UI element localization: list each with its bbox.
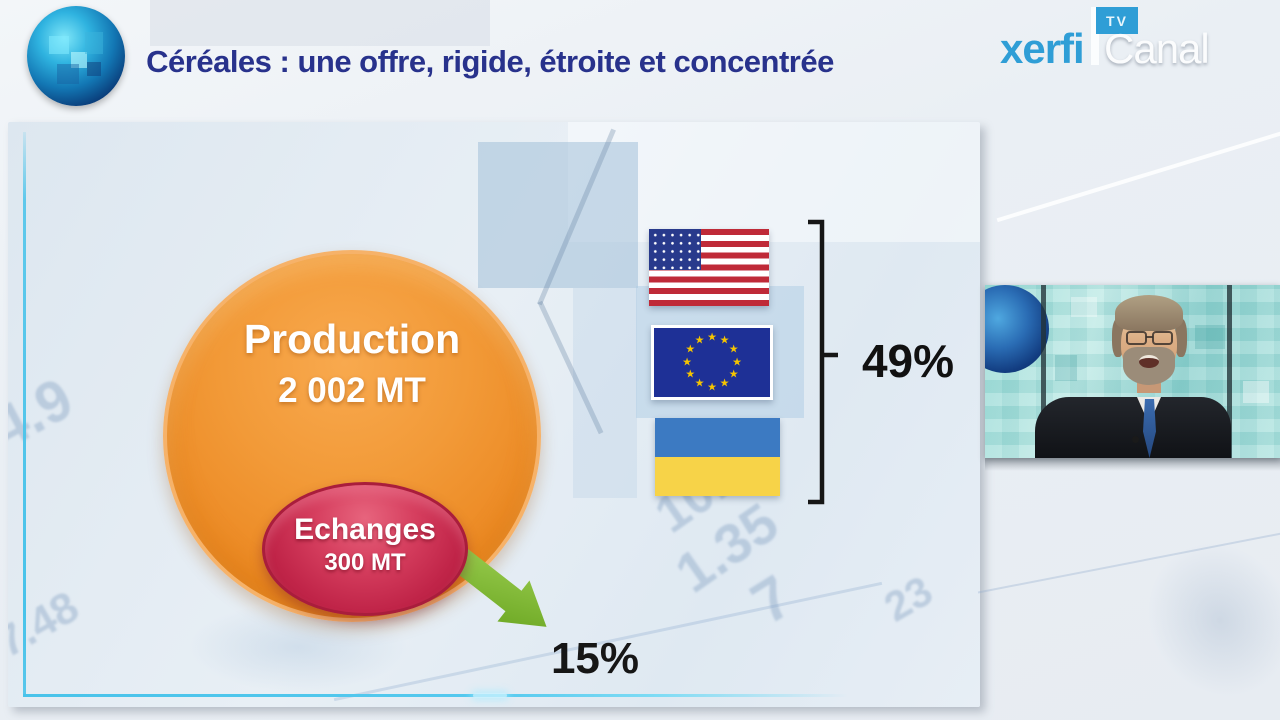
- page-title: Céréales : une offre, rigide, étroite et…: [146, 44, 834, 79]
- mosaic-tile: [1071, 297, 1097, 317]
- mosaic-tile: [1195, 325, 1225, 349]
- presenter-hair: [1175, 319, 1187, 357]
- eu-star-icon: ★: [685, 368, 696, 381]
- eu-star-icon: ★: [719, 377, 730, 390]
- background-smudge: [1119, 515, 1280, 720]
- presenter-glasses: [1146, 336, 1153, 338]
- eu-star-icon: ★: [694, 334, 705, 347]
- inset-shadow: [985, 458, 1280, 471]
- lapel-mic-icon: [1132, 436, 1139, 443]
- top3-share-value: 49%: [861, 335, 955, 387]
- collage-rectangle: [573, 288, 637, 498]
- presenter-glasses: [1152, 331, 1173, 345]
- flag-eu: ★ ★ ★ ★ ★ ★ ★ ★ ★ ★ ★ ★: [651, 325, 773, 400]
- presenter-tie: [1143, 399, 1156, 458]
- eu-star-icon: ★: [728, 368, 739, 381]
- eu-star-icon: ★: [707, 331, 717, 343]
- studio-frame-line: [1041, 285, 1046, 458]
- eu-star-icon: ★: [728, 343, 739, 356]
- globe-tile: [49, 36, 69, 54]
- background-number: 7.48: [8, 581, 87, 668]
- exchanges-label: Echanges: [294, 513, 436, 546]
- globe-tile: [57, 64, 79, 84]
- globe-tile: [87, 62, 101, 76]
- header-background-patch: [150, 0, 490, 46]
- production-value: 2 002 MT: [278, 371, 426, 410]
- globe-tile: [85, 32, 103, 54]
- flag-ukraine: [655, 418, 780, 496]
- panel-border-left: [23, 132, 26, 694]
- canal-wordmark: Canal: [1104, 25, 1210, 72]
- trade-share-value: 15%: [550, 634, 640, 683]
- bracket-icon: [808, 219, 838, 505]
- presenter-hair: [1115, 295, 1183, 331]
- tv-badge: TV: [1096, 7, 1138, 34]
- exchanges-ellipse: Echanges 300 MT: [262, 482, 468, 616]
- globe-logo-icon: [27, 6, 125, 106]
- logo-divider-bar: [1091, 7, 1099, 65]
- eu-star-icon: ★: [719, 334, 730, 347]
- infographic-panel: 4.9 7.48 10. 1.35 7 23 Production 2 002 …: [8, 122, 980, 707]
- production-label: Production: [243, 316, 461, 362]
- eu-star-icon: ★: [685, 343, 696, 356]
- eu-star-icon: ★: [707, 381, 717, 393]
- eu-star-icon: ★: [732, 356, 742, 368]
- eu-star-icon: ★: [682, 356, 692, 368]
- xerfi-wordmark: xerfi: [1000, 25, 1085, 72]
- presenter-video-inset: [985, 285, 1280, 458]
- flag-usa: [649, 229, 769, 306]
- mosaic-tile: [1243, 381, 1269, 403]
- presenter-mouth: [1139, 355, 1159, 368]
- studio-frame-line: [1227, 285, 1232, 458]
- mosaic-tile: [1055, 355, 1077, 381]
- presenter-suit: [1035, 397, 1231, 458]
- background-number: 4.9: [8, 365, 84, 462]
- eu-star-icon: ★: [694, 377, 705, 390]
- globe-tile: [71, 52, 87, 68]
- panel-border-bottom: [23, 694, 873, 697]
- usa-canton: [649, 229, 701, 270]
- eu-stars: ★ ★ ★ ★ ★ ★ ★ ★ ★ ★ ★ ★: [654, 328, 770, 397]
- panel-border-glint: [473, 693, 507, 698]
- background-streak: [996, 121, 1280, 223]
- presenter-glasses: [1126, 331, 1147, 345]
- trade-arrow-icon: [443, 542, 547, 627]
- collage-rectangle: [478, 142, 638, 288]
- background-number: 23: [876, 566, 941, 631]
- exchanges-value: 300 MT: [324, 549, 406, 576]
